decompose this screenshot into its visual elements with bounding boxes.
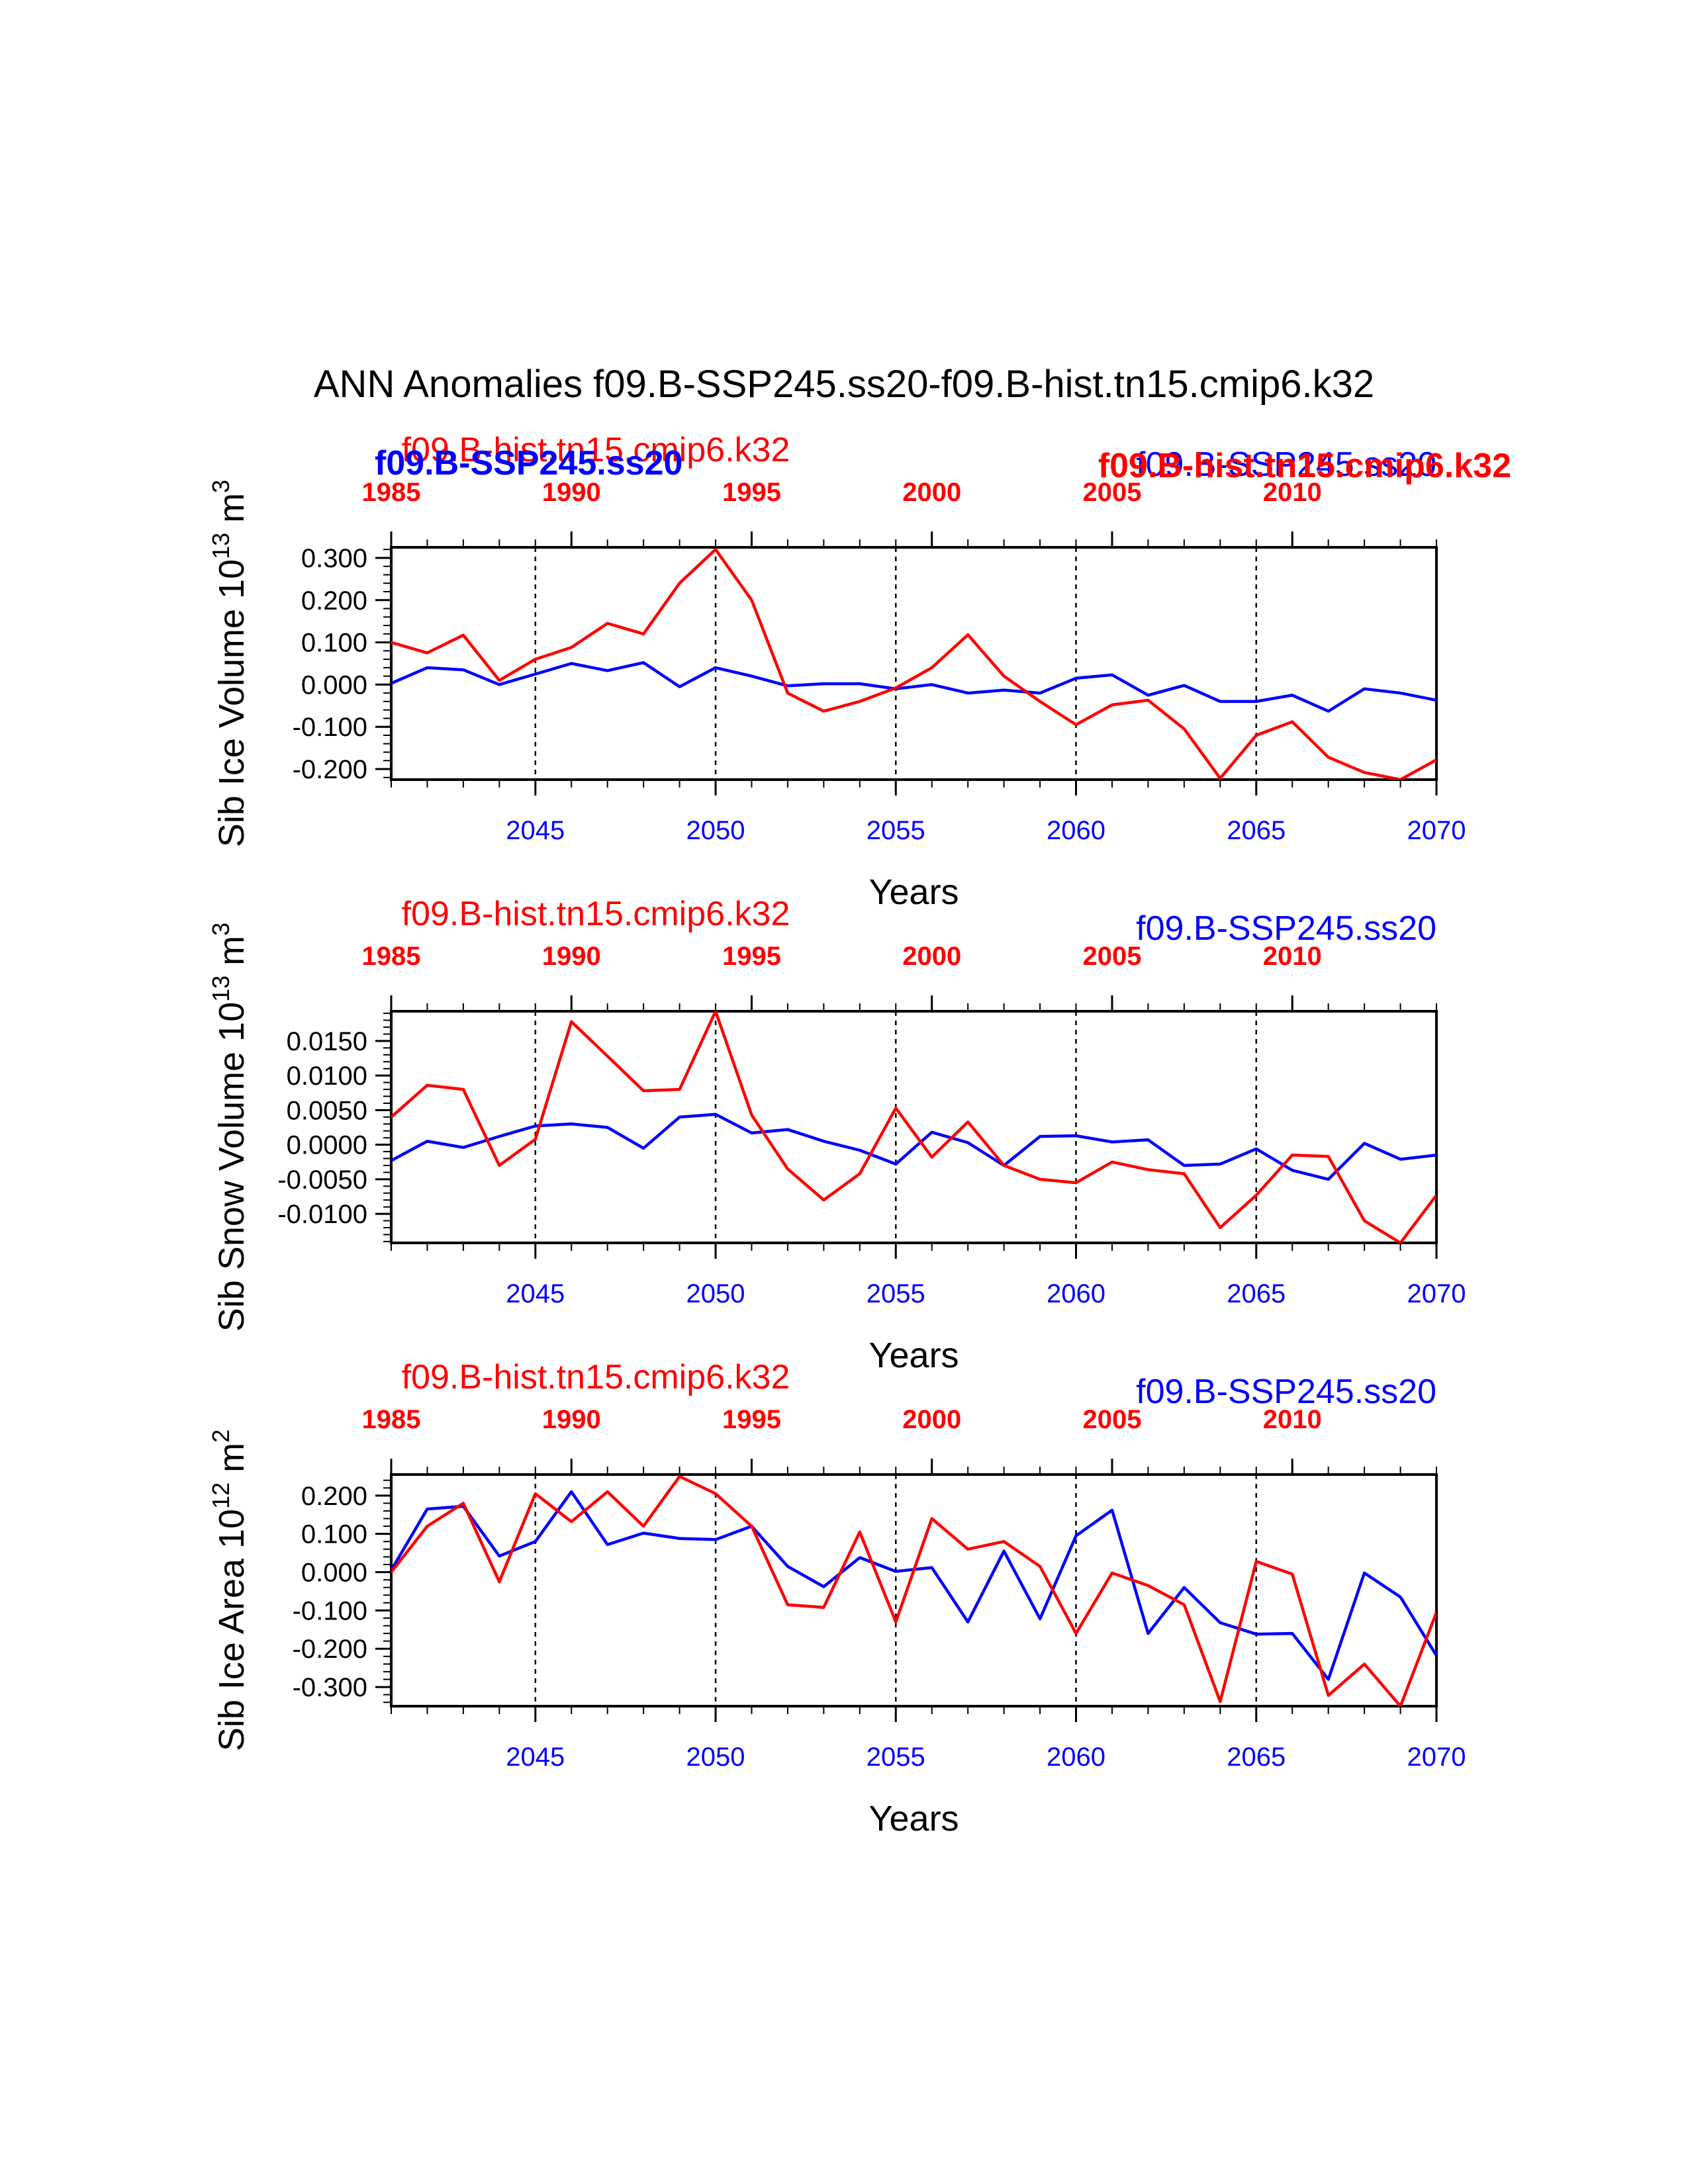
series-line-ssp245 [391, 1113, 1436, 1181]
top-tick-label: 1985 [362, 478, 421, 507]
top-tick-label: 2005 [1082, 478, 1141, 507]
case-label-hist: f09.B-hist.tn15.cmip6.k32 [402, 1358, 790, 1396]
top-tick-label: 1990 [542, 942, 601, 971]
y-axis-title-part: 13 [207, 533, 234, 559]
x-axis-title: Years [868, 1799, 959, 1839]
y-axis-title: Sib Ice Area 1012 m2 [207, 1430, 252, 1751]
y-axis-title-part: Sib Ice Volume 10 [212, 559, 252, 847]
top-tick-label: 1995 [722, 478, 781, 507]
xtick-label: 2065 [1227, 816, 1286, 845]
series-line-hist [391, 547, 1436, 780]
ytick-label: 0.0150 [287, 1027, 367, 1056]
xtick-label: 2060 [1047, 816, 1105, 845]
x-axis-title: Years [868, 1336, 959, 1375]
panel-3: -0.300 -0.200 -0.100 0.000 0.100 0.200 2045 205… [207, 1358, 1466, 1839]
top-tick-label: 2005 [1082, 1405, 1141, 1434]
top-tick-label: 2010 [1263, 1405, 1322, 1434]
xtick-label: 2060 [1047, 1743, 1105, 1772]
plot-frame [390, 546, 1438, 781]
top-tick-label: 1995 [722, 942, 781, 971]
panel-2: -0.0100 -0.0050 0.0000 0.0050 0.0100 0.0150 20… [207, 895, 1466, 1375]
case-label-ssp: f09.B-SSP245.ss20 [1136, 445, 1436, 484]
top-tick-label: 2010 [1263, 942, 1322, 971]
ytick-label: 0.000 [301, 670, 367, 700]
y-axis-title-part: m [212, 1443, 252, 1482]
ytick-label: -0.300 [293, 1673, 367, 1702]
top-tick-label: 1990 [542, 1405, 601, 1434]
top-tick-label: 2000 [902, 1405, 961, 1434]
xtick-label: 2045 [506, 1743, 565, 1772]
ytick-label: 0.300 [301, 544, 367, 573]
top-tick-label: 2005 [1082, 942, 1141, 971]
y-axis-title-part: 12 [207, 1482, 234, 1509]
case-label-hist: f09.B-hist.tn15.cmip6.k32 [402, 895, 790, 933]
y-axis-title-part: Sib Snow Volume 10 [212, 1002, 252, 1332]
ytick-label: -0.100 [293, 1596, 367, 1625]
y-axis-title-part: m [212, 936, 252, 976]
xtick-label: 2050 [686, 1743, 745, 1772]
top-tick-label: 1985 [362, 1405, 421, 1434]
y-axis-title: Sib Snow Volume 1013 m3 [207, 923, 252, 1332]
y-axis-title-part: 2 [207, 1430, 234, 1443]
xtick-label: 2045 [506, 1279, 565, 1308]
xtick-label: 2070 [1407, 816, 1466, 845]
case-label-ssp: f09.B-SSP245.ss20 [1136, 1373, 1436, 1411]
ytick-label: 0.0100 [287, 1062, 367, 1091]
top-tick-label: 1990 [542, 478, 601, 507]
series-line-ssp245 [391, 660, 1436, 713]
xtick-label: 2055 [867, 1279, 925, 1308]
xtick-label: 2065 [1227, 1279, 1286, 1308]
series-line-hist [391, 1475, 1436, 1706]
panel-1: -0.200 -0.100 0.000 0.100 0.200 0.300 2045 2050… [207, 431, 1511, 912]
ytick-label: -0.200 [293, 1635, 367, 1664]
top-tick-label: 2000 [902, 942, 961, 971]
xtick-label: 2070 [1407, 1279, 1466, 1308]
y-axis-title-part: m [212, 493, 252, 533]
case-label-ssp: f09.B-SSP245.ss20 [1136, 909, 1436, 948]
xtick-label: 2055 [867, 1743, 925, 1772]
series-line-hist [391, 1011, 1436, 1243]
ytick-label: 0.0050 [287, 1096, 367, 1125]
ytick-label: 0.200 [301, 586, 367, 615]
ytick-label: -0.100 [293, 713, 367, 742]
top-tick-label: 2010 [1263, 478, 1322, 507]
x-axis-title: Years [868, 872, 959, 912]
ytick-label: -0.0100 [277, 1200, 367, 1229]
y-axis-title-part: 13 [207, 976, 234, 1002]
plot-frame [390, 1010, 1438, 1244]
top-tick-label: 1995 [722, 1405, 781, 1434]
top-tick-label: 2000 [902, 478, 961, 507]
xtick-label: 2045 [506, 816, 565, 845]
plot-frame [390, 1473, 1438, 1707]
ytick-label: 0.100 [301, 1520, 367, 1549]
xtick-label: 2065 [1227, 1743, 1286, 1772]
main-title: ANN Anomalies f09.B-SSP245.ss20-f09.B-hi… [314, 363, 1374, 406]
y-axis-title-part: Sib Ice Area 10 [212, 1509, 252, 1751]
xtick-label: 2050 [686, 816, 745, 845]
top-tick-label: 1985 [362, 942, 421, 971]
ytick-label: 0.100 [301, 629, 367, 658]
case-label-ssp-bold: f09.B-SSP245.ss20 [375, 444, 682, 482]
case-label-hist: f09.B-hist.tn15.cmip6.k32 [402, 431, 790, 469]
y-axis-title-part: 3 [207, 480, 234, 493]
ytick-label: 0.200 [301, 1482, 367, 1511]
y-axis-title: Sib Ice Volume 1013 m3 [207, 480, 252, 847]
xtick-label: 2050 [686, 1279, 745, 1308]
ytick-label: 0.000 [301, 1559, 367, 1588]
ytick-label: -0.0050 [277, 1165, 367, 1195]
ytick-label: 0.0000 [287, 1131, 367, 1160]
xtick-label: 2070 [1407, 1743, 1466, 1772]
ytick-label: -0.200 [293, 755, 367, 784]
xtick-label: 2055 [867, 816, 925, 845]
xtick-label: 2060 [1047, 1279, 1105, 1308]
y-axis-title-part: 3 [207, 923, 234, 936]
case-label-hist-bold: f09.B-hist.tn15.cmip6.k32 [1098, 447, 1511, 485]
